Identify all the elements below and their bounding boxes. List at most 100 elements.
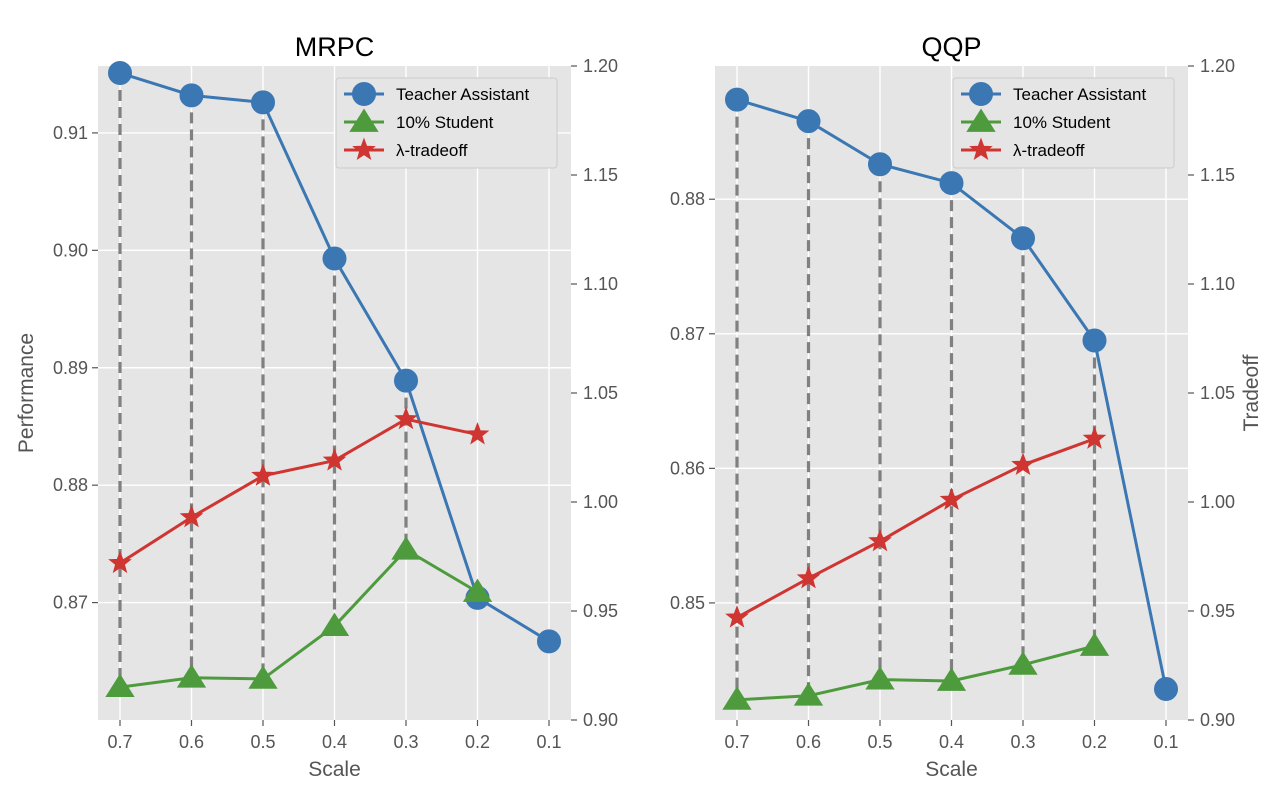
legend-marker-triangle — [349, 108, 379, 132]
data-point-triangle — [936, 667, 967, 691]
x-tick-label: 0.1 — [1153, 732, 1178, 752]
data-point-circle — [394, 368, 418, 393]
x-tick-label: 0.2 — [1082, 732, 1107, 752]
y2-tick-label: 0.90 — [1200, 710, 1235, 730]
data-point-triangle — [462, 578, 493, 602]
chart-panel-mrpc: 0.87 0.88 0.89 0.90 0.91 0.90 0.95 1.00 1.05 1.10… — [15, 32, 618, 781]
data-point-triangle — [793, 682, 824, 706]
x-tick-label: 0.5 — [867, 732, 892, 752]
y2-tick-label: 1.05 — [583, 383, 618, 403]
data-point-triangle — [865, 666, 895, 690]
y2-tick-label: 1.15 — [583, 165, 618, 185]
data-point-circle — [322, 246, 347, 271]
legend-marker-star — [969, 137, 993, 161]
y-tick-label: 0.85 — [670, 593, 705, 613]
x-axis-label: Scale — [308, 758, 361, 781]
data-point-triangle — [105, 673, 135, 697]
x-axis-label: Scale — [925, 758, 978, 781]
data-point-circle — [1154, 677, 1178, 702]
data-point-triangle — [176, 664, 207, 688]
y-tick-label: 0.90 — [53, 240, 88, 260]
y-tick-label: 0.87 — [53, 593, 88, 613]
data-point-triangle — [319, 612, 350, 636]
data-point-star — [179, 504, 204, 528]
data-point-star — [796, 565, 821, 589]
y2-tick-label: 1.00 — [583, 492, 618, 512]
legend: Teacher Assistant 10% Student λ-tradeoff — [952, 77, 1175, 169]
series-line-1 — [736, 644, 1095, 702]
data-point-circle — [939, 171, 964, 196]
legend-label: λ-tradeoff — [396, 141, 468, 160]
x-tick-label: 0.1 — [536, 732, 561, 752]
data-point-star — [394, 406, 418, 430]
chart-title: QQP — [921, 32, 981, 62]
x-tick-label: 0.3 — [393, 732, 418, 752]
x-tick-label: 0.2 — [465, 732, 490, 752]
legend: Teacher Assistant 10% Student λ-tradeoff — [335, 77, 558, 169]
series-line-2 — [736, 437, 1096, 619]
y2-tick-label: 1.15 — [1200, 165, 1235, 185]
data-point-circle — [108, 61, 132, 86]
y2-tick-label: 1.20 — [1200, 56, 1235, 76]
data-point-circle — [179, 83, 204, 108]
data-point-circle — [868, 152, 892, 177]
x-tick-label: 0.4 — [322, 732, 347, 752]
y2-tick-label: 1.20 — [583, 56, 618, 76]
chart-panel-qqp: 0.85 0.86 0.87 0.88 0.90 0.95 1.00 1.05 1.10 1.15… — [670, 32, 1263, 781]
legend-label: λ-tradeoff — [1013, 141, 1085, 160]
data-point-triangle — [1079, 632, 1110, 656]
y2-tick-label: 1.10 — [583, 274, 618, 294]
y-axis-label: Performance — [15, 333, 38, 453]
legend-label: Teacher Assistant — [1013, 85, 1147, 104]
x-tick-label: 0.6 — [179, 732, 204, 752]
data-point-triangle — [722, 686, 752, 710]
chart-title: MRPC — [295, 32, 375, 62]
data-point-circle — [1082, 328, 1107, 353]
legend-label: 10% Student — [1013, 113, 1111, 132]
x-tick-label: 0.6 — [796, 732, 821, 752]
data-point-star — [1011, 452, 1035, 476]
data-point-circle — [796, 109, 821, 134]
y2-tick-label: 1.00 — [1200, 492, 1235, 512]
data-point-circle — [1011, 226, 1035, 251]
data-point-star — [725, 605, 749, 628]
y-tick-label: 0.91 — [53, 123, 88, 143]
y-tick-label: 0.88 — [670, 189, 705, 209]
data-point-circle — [251, 90, 275, 115]
legend-marker-circle — [969, 82, 993, 106]
y2-tick-label: 1.05 — [1200, 383, 1235, 403]
y2-axis-label: Tradeoff — [1240, 354, 1263, 431]
y2-tick-label: 0.95 — [1200, 601, 1235, 621]
legend-marker-triangle — [966, 108, 996, 132]
data-point-star — [108, 550, 132, 574]
x-tick-label: 0.4 — [939, 732, 964, 752]
x-tick-label: 0.3 — [1010, 732, 1035, 752]
data-point-circle — [725, 87, 749, 112]
y-tick-label: 0.86 — [670, 458, 705, 478]
legend-label: Teacher Assistant — [396, 85, 530, 104]
data-point-star — [1082, 426, 1107, 449]
y-tick-label: 0.88 — [53, 475, 88, 495]
series-line-2 — [119, 417, 478, 565]
x-tick-label: 0.7 — [107, 732, 132, 752]
data-point-star — [868, 528, 892, 552]
y-tick-label: 0.89 — [53, 358, 88, 378]
legend-box — [952, 77, 1175, 169]
y-tick-label: 0.87 — [670, 324, 705, 344]
y2-tick-label: 0.95 — [583, 601, 618, 621]
data-point-triangle — [391, 536, 421, 560]
data-point-star — [251, 463, 275, 486]
data-point-circle — [537, 629, 561, 654]
data-point-triangle — [248, 665, 278, 689]
data-point-star — [939, 487, 964, 510]
legend-marker-circle — [352, 82, 376, 106]
x-tick-label: 0.5 — [250, 732, 275, 752]
legend-marker-star — [352, 137, 376, 161]
y2-tick-label: 0.90 — [583, 710, 618, 730]
y2-tick-label: 1.10 — [1200, 274, 1235, 294]
data-point-triangle — [1008, 651, 1038, 675]
legend-label: 10% Student — [396, 113, 494, 132]
data-point-star — [465, 421, 490, 445]
